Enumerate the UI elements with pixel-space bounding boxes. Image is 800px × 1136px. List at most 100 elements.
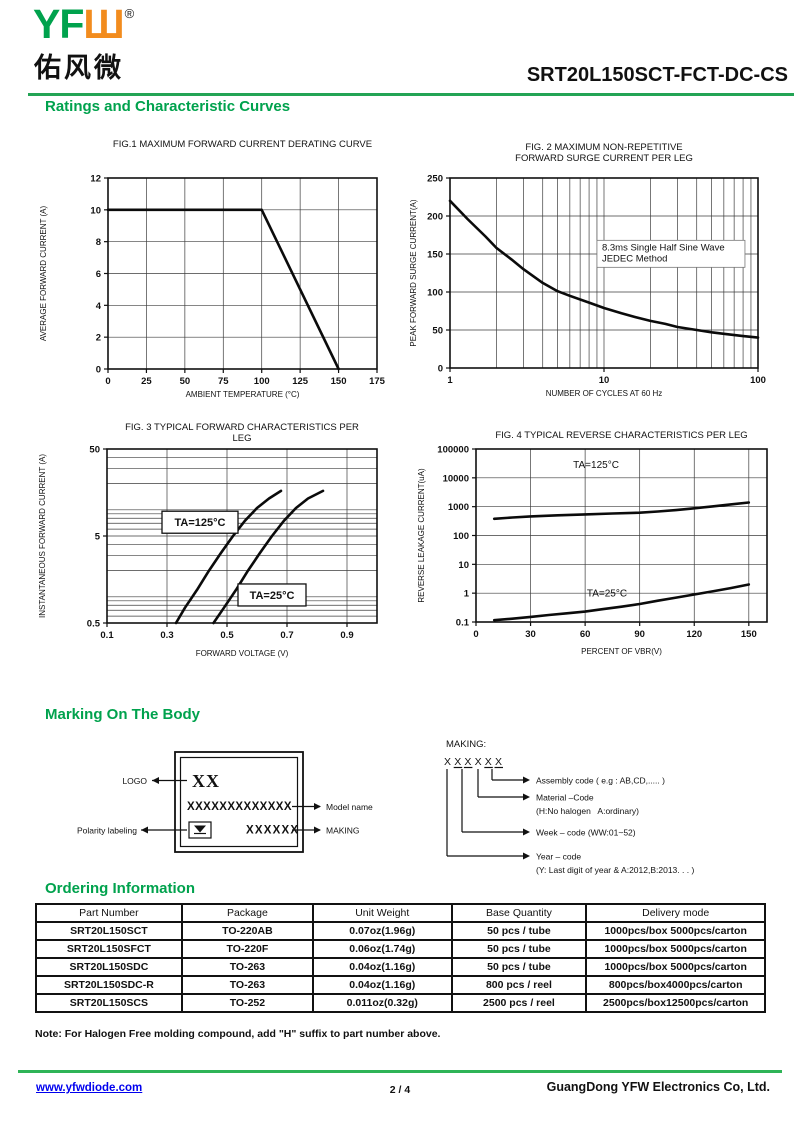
table-cell: TO-220AB [180, 921, 315, 941]
table-cell: TO-263 [180, 975, 315, 995]
table-cell: 0.06oz(1.74g) [312, 939, 453, 959]
table-cell: 0.04oz(1.16g) [312, 975, 453, 995]
fig4-y-tick: 10000 [443, 473, 469, 484]
logo-callout-label: LOGO [122, 776, 147, 786]
fig2-series-peak-forward-surge-current [448, 199, 760, 339]
fig1-x-tick: 125 [292, 376, 309, 387]
table-cell: 800 pcs / reel [450, 975, 588, 995]
column-header: Part Number [35, 903, 183, 923]
fig3-label-box [237, 583, 307, 607]
arrowhead-icon [523, 776, 530, 784]
fig4-title: FIG. 4 TYPICAL REVERSE CHARACTERISTICS P… [495, 430, 747, 441]
marking-making-placeholder: XXXXXX [246, 825, 299, 837]
table-cell: TO-252 [180, 993, 315, 1013]
fig4-y-tick: 100000 [437, 445, 469, 456]
package-outline [174, 751, 304, 853]
fig3-x-tick: 0.1 [100, 630, 114, 641]
brand-logo: YFШ® [33, 1, 134, 47]
fig3-x-tick: 0.9 [340, 630, 353, 641]
ordering-table-body: SRT20L150SCT TO-220AB 0.07oz(1.96g) 50 pcs … [35, 921, 766, 1013]
branch-label: Week – code (WW:01~52) [536, 828, 636, 838]
fig2-y-tick: 200 [427, 212, 443, 223]
fig3-forward-characteristics-chart: 0.1 0.3 0.5 0.7 0.9 0.5 5 50 TA=125°C TA=25°C FIG.… [38, 422, 378, 658]
fig3-title: FIG. 3 TYPICAL FORWARD CHARACTERISTICS P… [125, 422, 359, 433]
table-cell: 0.07oz(1.96g) [312, 921, 453, 941]
fig1-y-axis-label: AVERAGE FORWARD CURRENT (A) [39, 206, 48, 342]
fig4-x-tick: 30 [525, 629, 536, 640]
package-outline-inner [179, 756, 299, 848]
making-code-letter: X [464, 756, 471, 768]
company-name: GuangDong YFW Electronics Co, Ltd. [546, 1080, 770, 1094]
making-tree-title: MAKING: [446, 739, 486, 750]
website-link[interactable]: www.yfwdiode.com [36, 1082, 143, 1094]
table-cell: 0.04oz(1.16g) [312, 957, 453, 977]
fig4-x-axis-label: PERCENT OF VBR(V) [581, 647, 662, 656]
logo-w-mark: Ш [83, 1, 124, 47]
fig3-y-tick: 0.5 [87, 619, 101, 630]
branch-label-line2: (Y: Last digit of year & A:2012,B:2013. … [536, 865, 694, 875]
fig2-y-tick: 100 [427, 288, 443, 299]
table-cell: 1000pcs/box 5000pcs/carton [585, 957, 766, 977]
ordering-table-head: Part Number Package Unit Weight Base Quanti… [35, 903, 766, 923]
fig1-y-tick: 10 [90, 205, 101, 216]
fig1-plot-area: 0 25 50 75 100 125 150 175 0 2 4 6 8 10 12 [90, 174, 385, 388]
part-number-title: SRT20L150SCT-FCT-DC-CS [526, 64, 788, 86]
footer-divider [18, 1070, 782, 1073]
branch-label: Material –Code [536, 793, 594, 803]
fig1-title: FIG.1 MAXIMUM FORWARD CURRENT DERATING C… [113, 139, 372, 150]
marking-model-placeholder: XXXXXXXXXXXXX [187, 801, 292, 813]
fig4-plot-area: 0 30 60 90 120 150 0.1 1 10 100 1000 10000 100000 TA=… [437, 445, 768, 640]
fig3-curve-label: TA=25°C [250, 590, 295, 602]
fig1-x-axis-label: AMBIENT TEMPERATURE (°C) [186, 390, 300, 399]
header-divider [28, 93, 794, 96]
fig3-y-axis-label: INSTANTANEOUS FORWARD CURRENT (A) [38, 454, 47, 618]
fig3-title: LEG [232, 433, 251, 444]
marking-logo-placeholder: XX [192, 771, 220, 791]
fig4-x-tick: 150 [741, 629, 757, 640]
fig3-series-TA=125°C [174, 489, 283, 625]
fig3-series-TA=25°C [212, 489, 325, 625]
fig3-curve-label: TA=125°C [175, 517, 226, 529]
fig4-y-tick: 100 [453, 531, 469, 542]
fig1-y-tick: 12 [90, 174, 101, 185]
arrowhead-icon [314, 803, 321, 810]
table-cell: SRT20L150SDC-R [35, 975, 183, 995]
making-code-letter: X [495, 756, 502, 768]
table-row: SRT20L150SDC TO-263 0.04oz(1.16g) 50 pcs / … [35, 957, 766, 977]
branch-label: Year – code [536, 852, 581, 862]
fig3-label-box [161, 510, 239, 534]
fig4-y-tick: 1 [464, 589, 470, 600]
fig4-x-tick: 0 [473, 629, 478, 640]
ordering-table: Part Number Package Unit Weight Base Quanti… [35, 903, 766, 1013]
fig1-y-tick: 4 [96, 301, 102, 312]
fig4-reverse-characteristics-chart: 0 30 60 90 120 150 0.1 1 10 100 1000 10000 100000 TA=… [417, 430, 768, 656]
making-code-letter: X [454, 756, 461, 768]
fig1-x-tick: 0 [105, 376, 110, 387]
fig2-x-axis-label: NUMBER OF CYCLES AT 60 Hz [546, 389, 663, 398]
fig2-y-tick: 150 [427, 250, 443, 261]
fig2-y-tick: 0 [438, 364, 443, 375]
fig2-x-tick: 10 [599, 375, 610, 386]
arrowhead-icon [523, 793, 530, 801]
table-cell: SRT20L150SCS [35, 993, 183, 1013]
table-cell: 50 pcs / tube [450, 957, 588, 977]
fig1-y-tick: 2 [96, 333, 101, 344]
fig2-annotation-box [596, 239, 746, 268]
section-title-marking: Marking On The Body [45, 706, 201, 723]
fig1-x-tick: 75 [218, 376, 229, 387]
fig4-x-tick: 120 [686, 629, 702, 640]
arrowhead-icon [141, 826, 148, 834]
fig1-derating-chart: 0 25 50 75 100 125 150 175 0 2 4 6 8 10 12 FIG.1 MAXIMU… [39, 139, 386, 399]
fig4-x-tick: 60 [580, 629, 591, 640]
fig1-x-tick: 50 [180, 376, 191, 387]
fig1-x-tick: 25 [141, 376, 152, 387]
making-code-letter: X [444, 756, 451, 768]
fig4-curve-label: TA=125°C [573, 460, 619, 471]
table-cell: 800pcs/box4000pcs/carton [585, 975, 766, 995]
fig1-y-tick: 0 [96, 365, 101, 376]
fig1-x-tick: 100 [254, 376, 270, 387]
fig2-x-tick: 100 [750, 375, 766, 386]
fig4-y-tick: 1000 [448, 502, 469, 513]
polarity-box [188, 821, 212, 839]
